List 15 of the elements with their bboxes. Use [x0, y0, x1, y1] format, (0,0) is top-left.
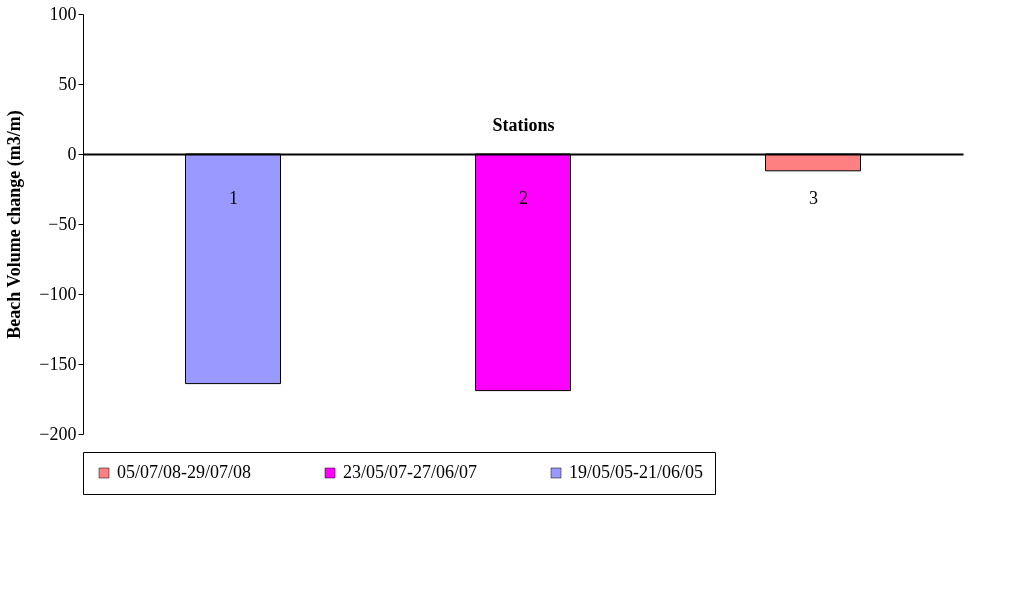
legend-label: 19/05/05-21/06/05	[569, 462, 703, 482]
x-tick-label: 1	[229, 187, 238, 208]
y-axis-title: Beach Volume change (m3/m)	[4, 110, 26, 339]
y-tick-label: −100	[39, 283, 77, 304]
legend-label: 05/07/08-29/07/08	[117, 462, 251, 482]
legend-label: 23/05/07-27/06/07	[343, 462, 477, 482]
y-tick-label: −50	[48, 213, 77, 234]
y-tick-label: 100	[49, 3, 77, 24]
x-tick-label: 3	[809, 187, 818, 208]
y-tick-label: 50	[58, 73, 77, 94]
x-axis-title: Stations	[492, 114, 555, 135]
y-tick-label: 0	[67, 143, 77, 164]
x-tick-label: 2	[519, 187, 528, 208]
y-tick-label: −150	[39, 353, 77, 374]
y-tick-label: −200	[39, 423, 77, 444]
